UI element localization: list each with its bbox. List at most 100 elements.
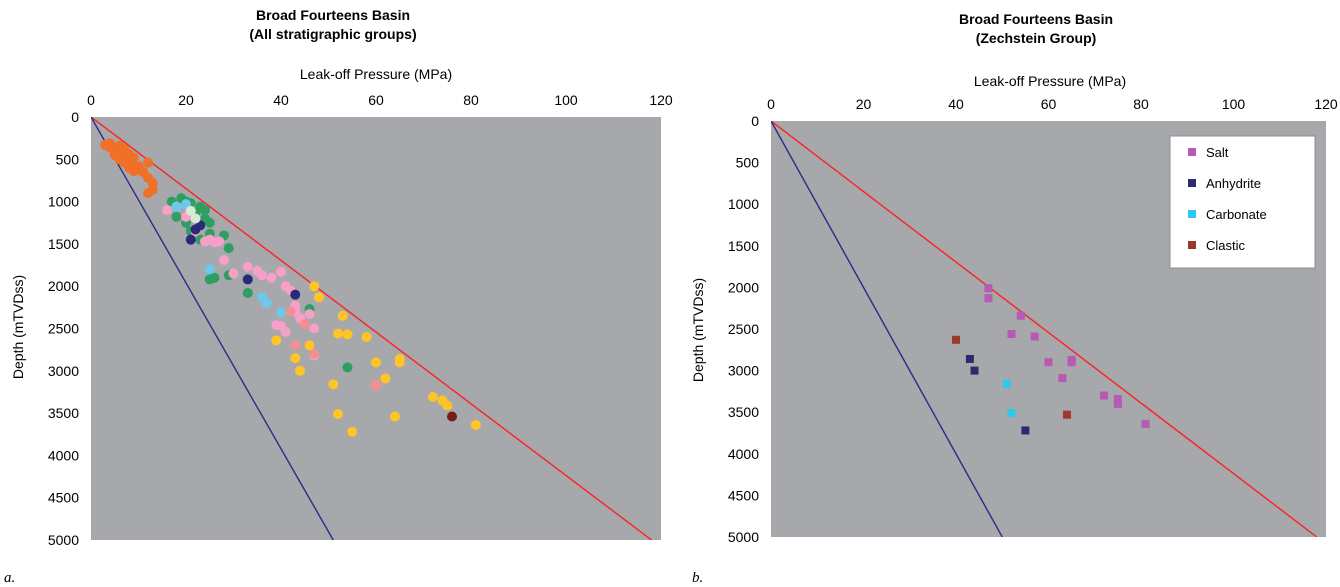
chart-b-y-tick-label: 0 <box>751 113 759 129</box>
chart-a-point-s1-26 <box>109 143 120 154</box>
chart-b-data-points <box>952 284 1150 435</box>
chart-b-point-s1-7 <box>1058 374 1067 383</box>
chart-b-point-s3-1 <box>1002 379 1011 388</box>
chart-b-x-tick-label: 20 <box>856 96 872 112</box>
chart-a-x-tick-label: 100 <box>554 92 578 108</box>
chart-a-point-s9-1 <box>185 205 196 216</box>
chart-b-x-tick-label: 60 <box>1041 96 1057 112</box>
chart-b-y-axis-title: Depth (mTVDss) <box>690 278 706 382</box>
chart-b-point-s3-2 <box>1007 409 1016 418</box>
chart-b-legend-label: Salt <box>1206 145 1229 160</box>
chart-b-point-s1-9 <box>1067 358 1076 367</box>
chart-b-point-s1-13 <box>1141 419 1150 428</box>
chart-b-x-tick-label: 120 <box>1314 96 1338 112</box>
chart-b-y-ticks: 0 500 1000 1500 2000 2500 3000 3500 4000 4500 5000 <box>728 113 759 545</box>
chart-a-point-s5-1 <box>271 335 282 346</box>
chart-b-y-tick-label: 3500 <box>728 404 759 420</box>
chart-b-legend-swatch <box>1188 148 1196 156</box>
chart-a-point-s6-6 <box>276 307 286 318</box>
chart-a-point-s5-18 <box>394 357 405 368</box>
chart-a-point-s1-27 <box>114 151 125 162</box>
chart-b-legend-swatch <box>1188 179 1196 187</box>
chart-a-point-s3-25 <box>280 326 291 337</box>
chart-a-point-s6-5 <box>261 298 272 309</box>
chart-a-point-s1-21 <box>143 157 153 168</box>
chart-a-y-tick-label: 4500 <box>48 490 79 506</box>
chart-a-y-tick-label: 0 <box>71 109 79 125</box>
chart-a-point-s3-14 <box>266 272 277 283</box>
chart-a-point-s3-8 <box>214 236 225 247</box>
chart-a-x-axis-title: Leak-off Pressure (MPa) <box>300 66 452 82</box>
chart-a-point-s1-30 <box>133 162 144 173</box>
chart-a-point-s5-10 <box>337 310 348 321</box>
chart-a-reference-line-2 <box>91 117 334 540</box>
chart-a-point-s3-10 <box>228 268 239 279</box>
chart-a-point-s7-3 <box>185 234 196 245</box>
chart-a-point-s7-4 <box>242 274 253 285</box>
chart-a-reference-line-1 <box>91 117 652 540</box>
chart-a-point-s2-2 <box>171 211 182 222</box>
chart-a-point-s3-21 <box>304 309 315 320</box>
chart-a-point-s5-21 <box>442 400 453 411</box>
chart-a-point-s2-18 <box>242 287 253 298</box>
chart-b-point-s1-10 <box>1100 391 1108 400</box>
chart-a-point-s7-5 <box>290 289 301 300</box>
chart-a-point-s3-26 <box>271 320 282 331</box>
chart-b-point-s1-3 <box>1007 329 1016 338</box>
chart-a-point-s5-11 <box>342 329 353 340</box>
chart-b-y-tick-label: 4000 <box>728 446 759 462</box>
chart-b-reference-line-1 <box>771 121 1318 537</box>
chart-b-point-s4-1 <box>952 335 960 344</box>
chart-b-point-s1-6 <box>1044 358 1053 367</box>
chart-b-title: Broad Fourteens Basin <box>959 11 1113 27</box>
chart-a-x-tick-label: 20 <box>178 92 194 108</box>
chart-a-y-tick-label: 5000 <box>48 532 79 548</box>
chart-zechstein: Broad Fourteens Basin (Zechstein Group) … <box>690 11 1338 586</box>
chart-a-point-s4-1 <box>285 306 296 317</box>
chart-a-point-s4-4 <box>309 348 320 359</box>
chart-b-reference-lines <box>771 121 1318 537</box>
chart-a-point-s6-3 <box>204 264 215 275</box>
chart-b-panel-label: b. <box>692 570 703 586</box>
chart-b-point-s1-4 <box>1016 311 1025 320</box>
chart-a-reference-lines <box>91 117 652 540</box>
chart-a-point-s1-25 <box>143 188 153 199</box>
chart-b-point-s1-5 <box>1030 332 1039 341</box>
chart-b-legend-swatch <box>1188 210 1196 218</box>
chart-a-point-s3-11 <box>242 261 253 272</box>
chart-b-x-tick-label: 0 <box>767 96 775 112</box>
chart-a-x-tick-label: 120 <box>649 92 673 108</box>
chart-a-title: Broad Fourteens Basin <box>256 7 410 23</box>
chart-a-subtitle: (All stratigraphic groups) <box>249 26 416 42</box>
chart-b-y-tick-label: 4500 <box>728 487 759 503</box>
chart-a-point-s5-15 <box>380 373 391 384</box>
chart-b-point-s1-1 <box>984 284 993 293</box>
chart-a-point-s5-6 <box>314 292 324 303</box>
chart-b-y-tick-label: 2500 <box>728 321 759 337</box>
chart-b-legend-label: Clastic <box>1206 238 1246 253</box>
chart-a-y-ticks: 0 500 1000 1500 2000 2500 3000 3500 4000 4500 5000 <box>48 109 79 548</box>
chart-b-y-tick-label: 5000 <box>728 529 759 545</box>
chart-a-x-tick-label: 0 <box>87 92 95 108</box>
chart-a-point-s4-3 <box>299 319 310 330</box>
chart-a-point-s5-22 <box>470 419 481 430</box>
chart-b-y-tick-label: 3000 <box>728 363 759 379</box>
chart-a-plot-area <box>91 117 661 540</box>
chart-a-point-s3-22 <box>309 323 320 334</box>
chart-b-x-tick-label: 100 <box>1222 96 1246 112</box>
chart-a-x-tick-label: 40 <box>273 92 289 108</box>
chart-a-y-tick-label: 3500 <box>48 405 79 421</box>
chart-a-y-tick-label: 4000 <box>48 447 79 463</box>
chart-a-point-s5-12 <box>347 426 358 437</box>
chart-a-point-s3-13 <box>257 270 267 281</box>
chart-a-point-s5-19 <box>428 392 438 403</box>
chart-b-point-s2-1 <box>965 354 974 363</box>
chart-b-legend-swatch <box>1188 241 1196 249</box>
chart-b-point-s1-11 <box>1113 394 1122 403</box>
chart-a-point-s4-2 <box>290 340 301 351</box>
chart-a-point-s5-14 <box>371 357 381 368</box>
chart-b-legend: Salt Anhydrite Carbonate Clastic <box>1169 135 1316 269</box>
chart-b-point-s1-12 <box>1113 399 1122 408</box>
chart-a-point-s2-16 <box>223 243 234 254</box>
